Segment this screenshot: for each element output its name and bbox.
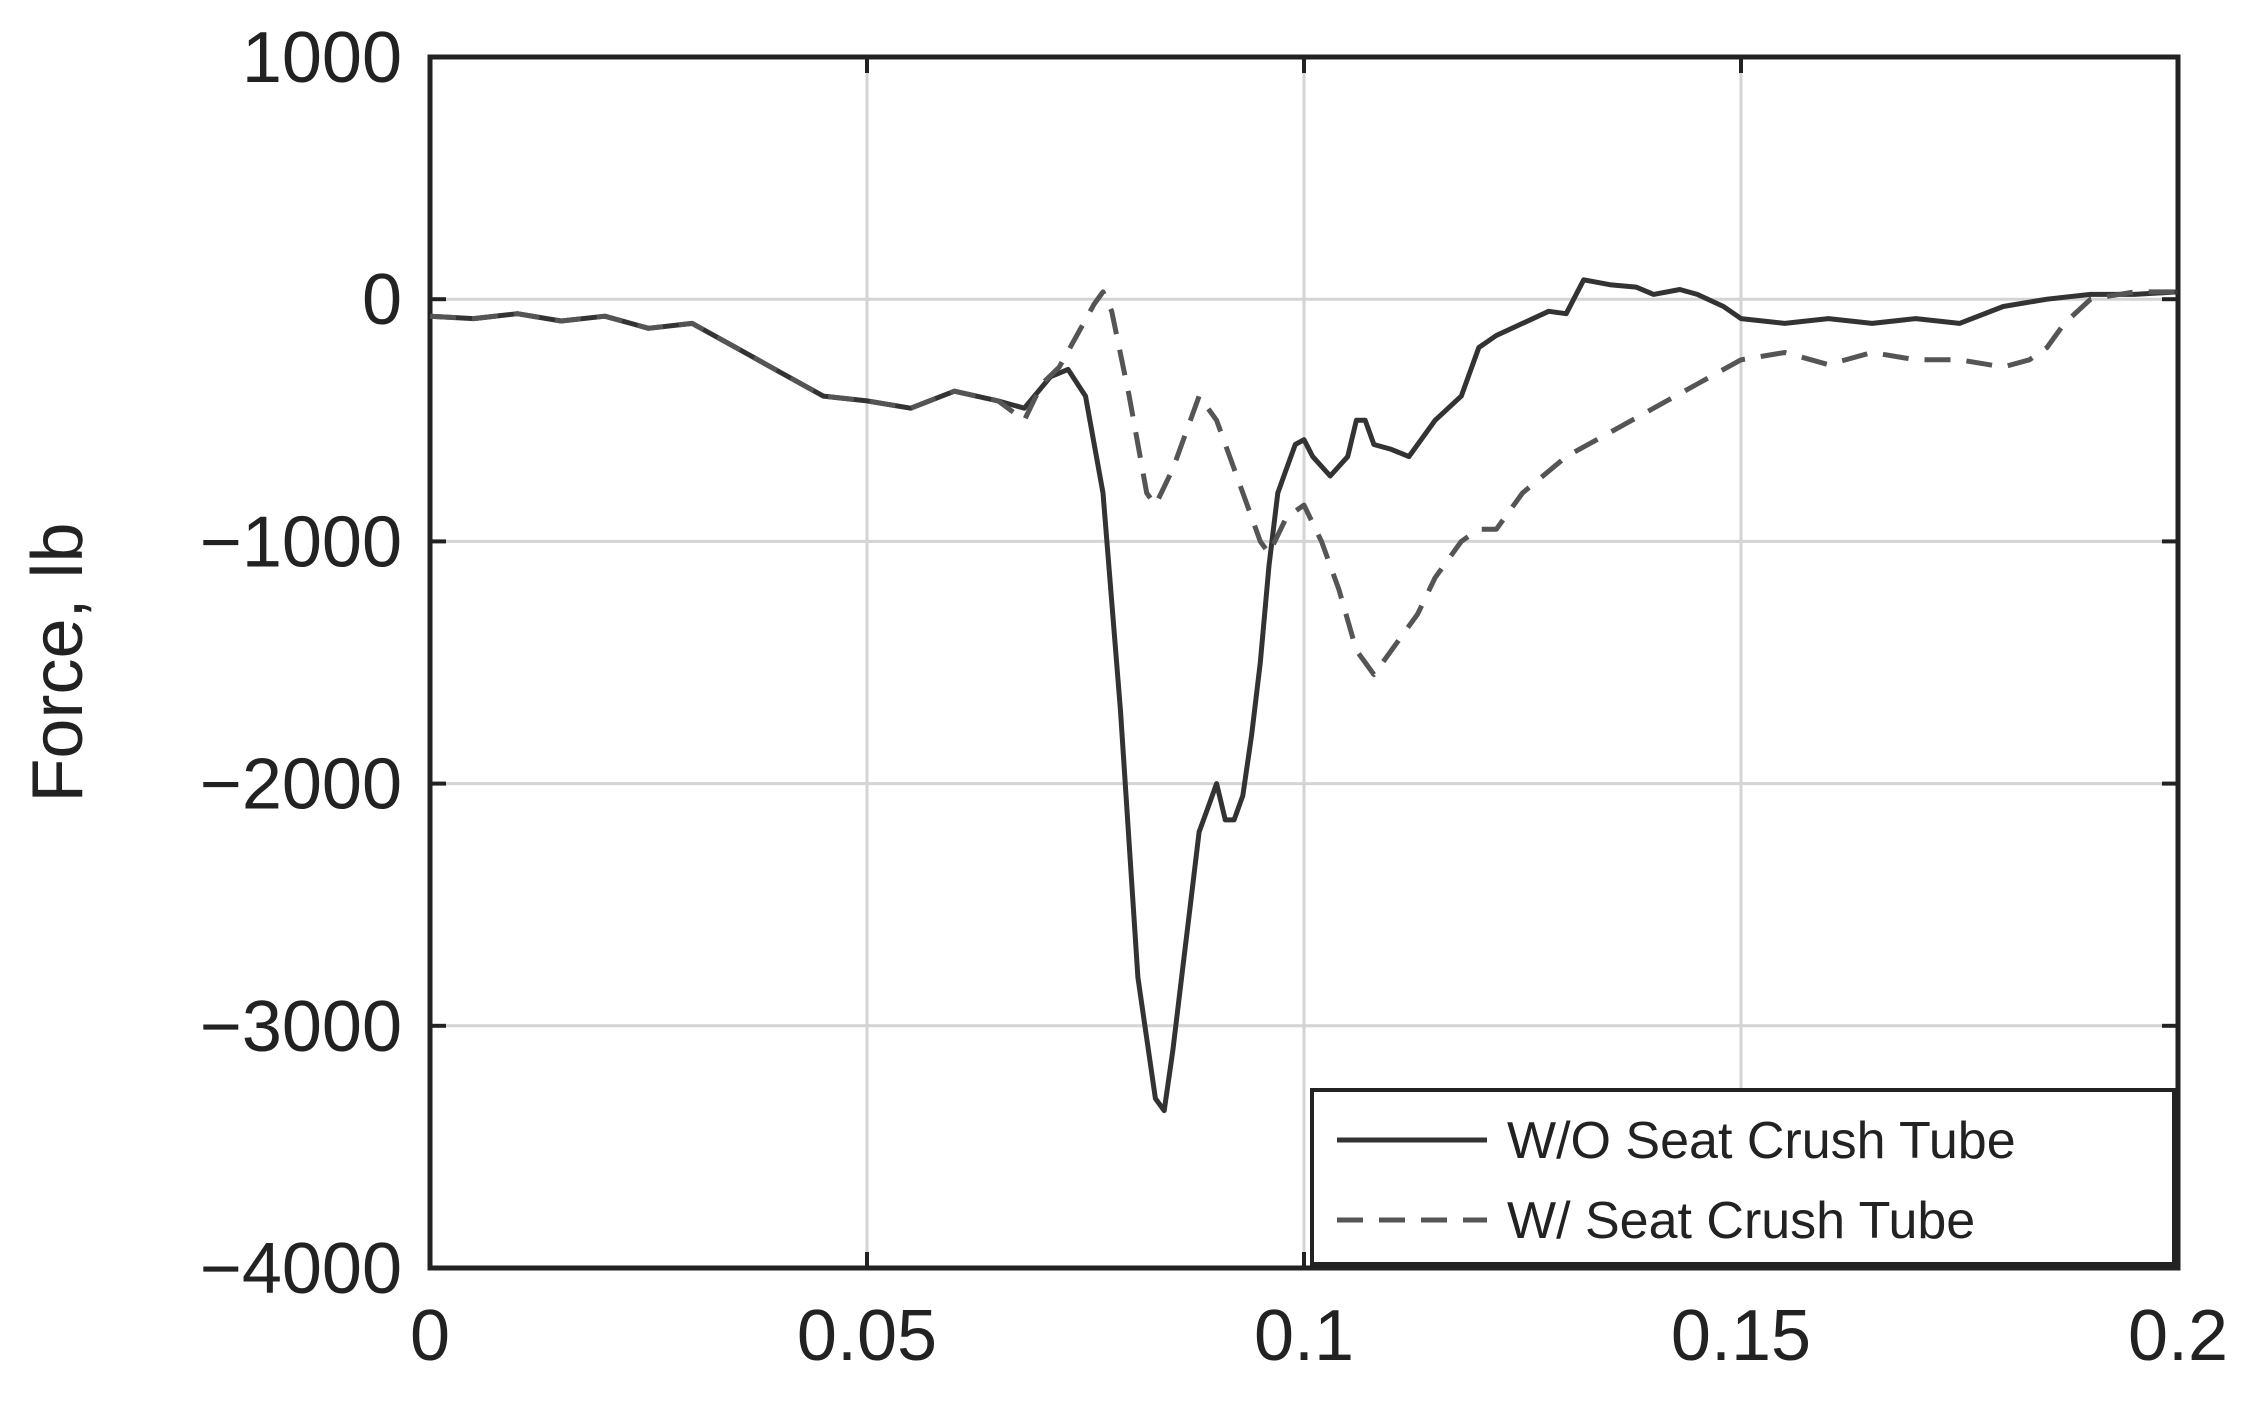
x-tick-label: 0.15	[1671, 1296, 1811, 1376]
y-tick-label: 1000	[242, 18, 402, 98]
y-axis-tick-labels: 1000 0 −1000 −2000 −3000 −4000	[200, 18, 402, 1309]
legend-entries: W/O Seat Crush Tube W/ Seat Crush Tube	[1337, 1112, 2016, 1250]
y-tick-label: −2000	[200, 745, 402, 825]
y-tick-label: −1000	[200, 502, 402, 582]
legend-box	[1310, 1088, 2176, 1266]
series-line-2	[429, 289, 2178, 678]
x-tick-label: 0.05	[797, 1296, 937, 1376]
y-tick-label: −3000	[200, 987, 402, 1067]
x-tick-label: 0.1	[1254, 1296, 1354, 1376]
legend-label-1: W/O Seat Crush Tube	[1507, 1112, 2016, 1170]
y-tick-label: −4000	[200, 1229, 402, 1309]
grid-lines	[430, 57, 2178, 1268]
series-line-1	[429, 277, 2179, 1114]
y-axis-label: Force, lb	[18, 522, 98, 802]
x-tick-label: 0	[410, 1296, 450, 1376]
x-tick-label: 0.2	[2128, 1296, 2228, 1376]
x-axis-tick-labels: 0 0.05 0.1 0.15 0.2	[410, 1296, 2228, 1376]
legend-label-2: W/ Seat Crush Tube	[1507, 1192, 1975, 1250]
y-tick-label: 0	[362, 260, 402, 340]
data-series	[429, 277, 2179, 1114]
legend: W/O Seat Crush Tube W/ Seat Crush Tube	[1310, 1088, 2176, 1266]
